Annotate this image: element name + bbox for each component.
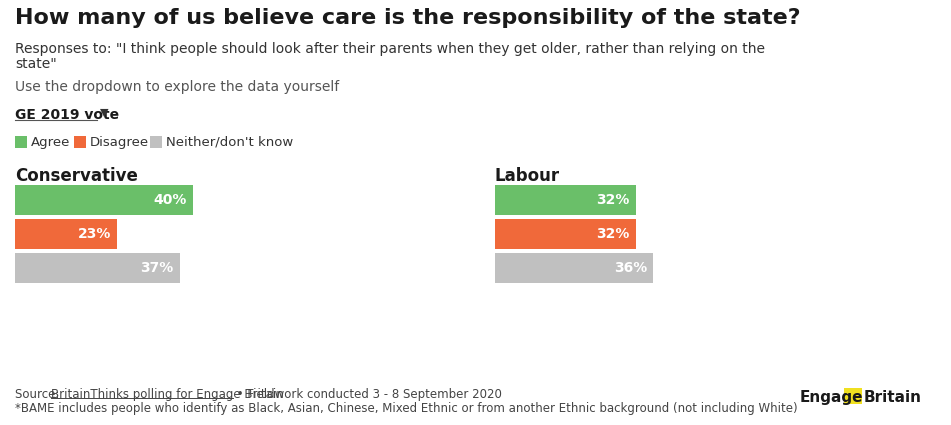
Text: 23%: 23% [78, 227, 111, 241]
Text: GE 2019 vote: GE 2019 vote [15, 108, 119, 122]
Text: Conservative: Conservative [15, 167, 138, 185]
Text: Disagree: Disagree [90, 136, 149, 148]
Bar [15, 219, 117, 249]
Bar [495, 253, 653, 283]
Bar [15, 136, 27, 148]
Text: Source:: Source: [15, 388, 63, 401]
Text: state": state" [15, 57, 57, 71]
Text: ▼: ▼ [100, 108, 108, 118]
Text: BritainThinks polling for Engage Britain: BritainThinks polling for Engage Britain [51, 388, 284, 401]
Bar [150, 136, 163, 148]
Text: Neither/don't know: Neither/don't know [166, 136, 294, 148]
Text: 36%: 36% [614, 261, 648, 275]
Text: Labour: Labour [495, 167, 560, 185]
Text: Engage: Engage [800, 390, 864, 405]
Bar [15, 185, 193, 215]
Bar [74, 136, 86, 148]
Bar [495, 219, 636, 249]
Text: • Fieldwork conducted 3 - 8 September 2020: • Fieldwork conducted 3 - 8 September 20… [233, 388, 502, 401]
Text: Agree: Agree [31, 136, 70, 148]
Bar [15, 253, 180, 283]
Text: How many of us believe care is the responsibility of the state?: How many of us believe care is the respo… [15, 8, 801, 28]
Text: Britain: Britain [864, 390, 922, 405]
Text: 40%: 40% [154, 193, 187, 207]
Text: 37%: 37% [141, 261, 174, 275]
Text: 32%: 32% [596, 227, 630, 241]
Text: 32%: 32% [596, 193, 630, 207]
Bar [844, 388, 862, 404]
Bar [495, 185, 636, 215]
Text: *BAME includes people who identify as Black, Asian, Chinese, Mixed Ethnic or fro: *BAME includes people who identify as Bl… [15, 402, 798, 415]
Text: Responses to: "I think people should look after their parents when they get olde: Responses to: "I think people should loo… [15, 42, 765, 56]
Text: Use the dropdown to explore the data yourself: Use the dropdown to explore the data you… [15, 80, 340, 94]
